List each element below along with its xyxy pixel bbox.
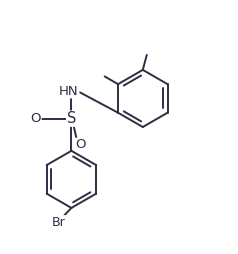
Text: O: O [76,138,86,151]
Text: O: O [30,112,41,125]
Text: HN: HN [59,85,79,98]
Text: S: S [67,111,76,126]
Text: Br: Br [51,216,65,229]
